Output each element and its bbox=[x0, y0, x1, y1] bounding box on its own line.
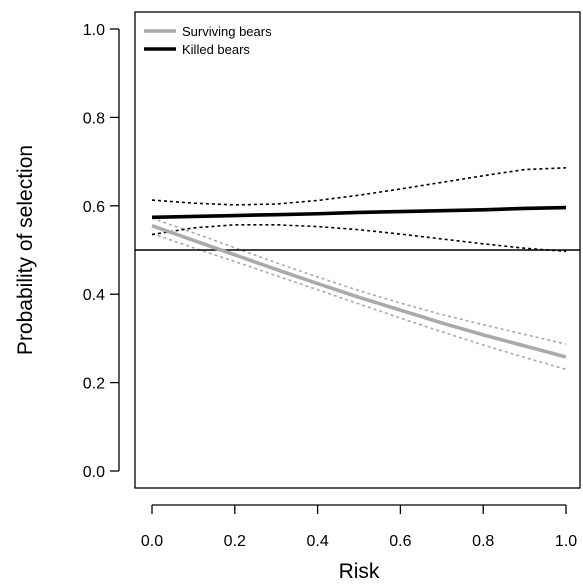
y-tick-label: 0.8 bbox=[83, 110, 105, 127]
plot-frame bbox=[134, 11, 581, 489]
surviving-bears-line bbox=[151, 223, 567, 359]
surviving-bears-ci-upper bbox=[151, 217, 567, 345]
y-tick-label: 0.2 bbox=[83, 376, 105, 393]
y-axis-title: Probability of selection bbox=[14, 145, 37, 355]
x-tick-label: 0.8 bbox=[472, 533, 494, 550]
axes: 0.0 0.2 0.4 0.6 0.8 1.0 0.0 0.2 0.4 0.6 0.8 1.0 Risk… bbox=[14, 22, 577, 583]
x-tick-label: 0.4 bbox=[306, 533, 328, 550]
x-axis-title: Risk bbox=[339, 560, 380, 583]
series-lines bbox=[135, 205, 580, 359]
killed-bears-line bbox=[151, 205, 567, 220]
y-tick-label: 0.4 bbox=[83, 287, 105, 304]
legend-label-surviving-bears: Surviving bears bbox=[182, 24, 272, 39]
y-tick-label: 0.6 bbox=[83, 199, 105, 216]
surviving-bears-ci-lower bbox=[151, 232, 567, 371]
x-tick-label: 1.0 bbox=[555, 533, 577, 550]
legend: Surviving bears Killed bears bbox=[144, 24, 272, 57]
x-tick-label: 0.6 bbox=[389, 533, 411, 550]
legend-label-killed-bears: Killed bears bbox=[182, 42, 250, 57]
x-tick-label: 0.2 bbox=[224, 533, 246, 550]
y-tick-label: 0.0 bbox=[83, 464, 105, 481]
confidence-bands bbox=[151, 166, 567, 371]
y-tick-label: 1.0 bbox=[83, 22, 105, 39]
killed-bears-ci-upper bbox=[151, 166, 567, 206]
plot-box bbox=[134, 11, 581, 489]
x-tick-label: 0.0 bbox=[141, 533, 163, 550]
